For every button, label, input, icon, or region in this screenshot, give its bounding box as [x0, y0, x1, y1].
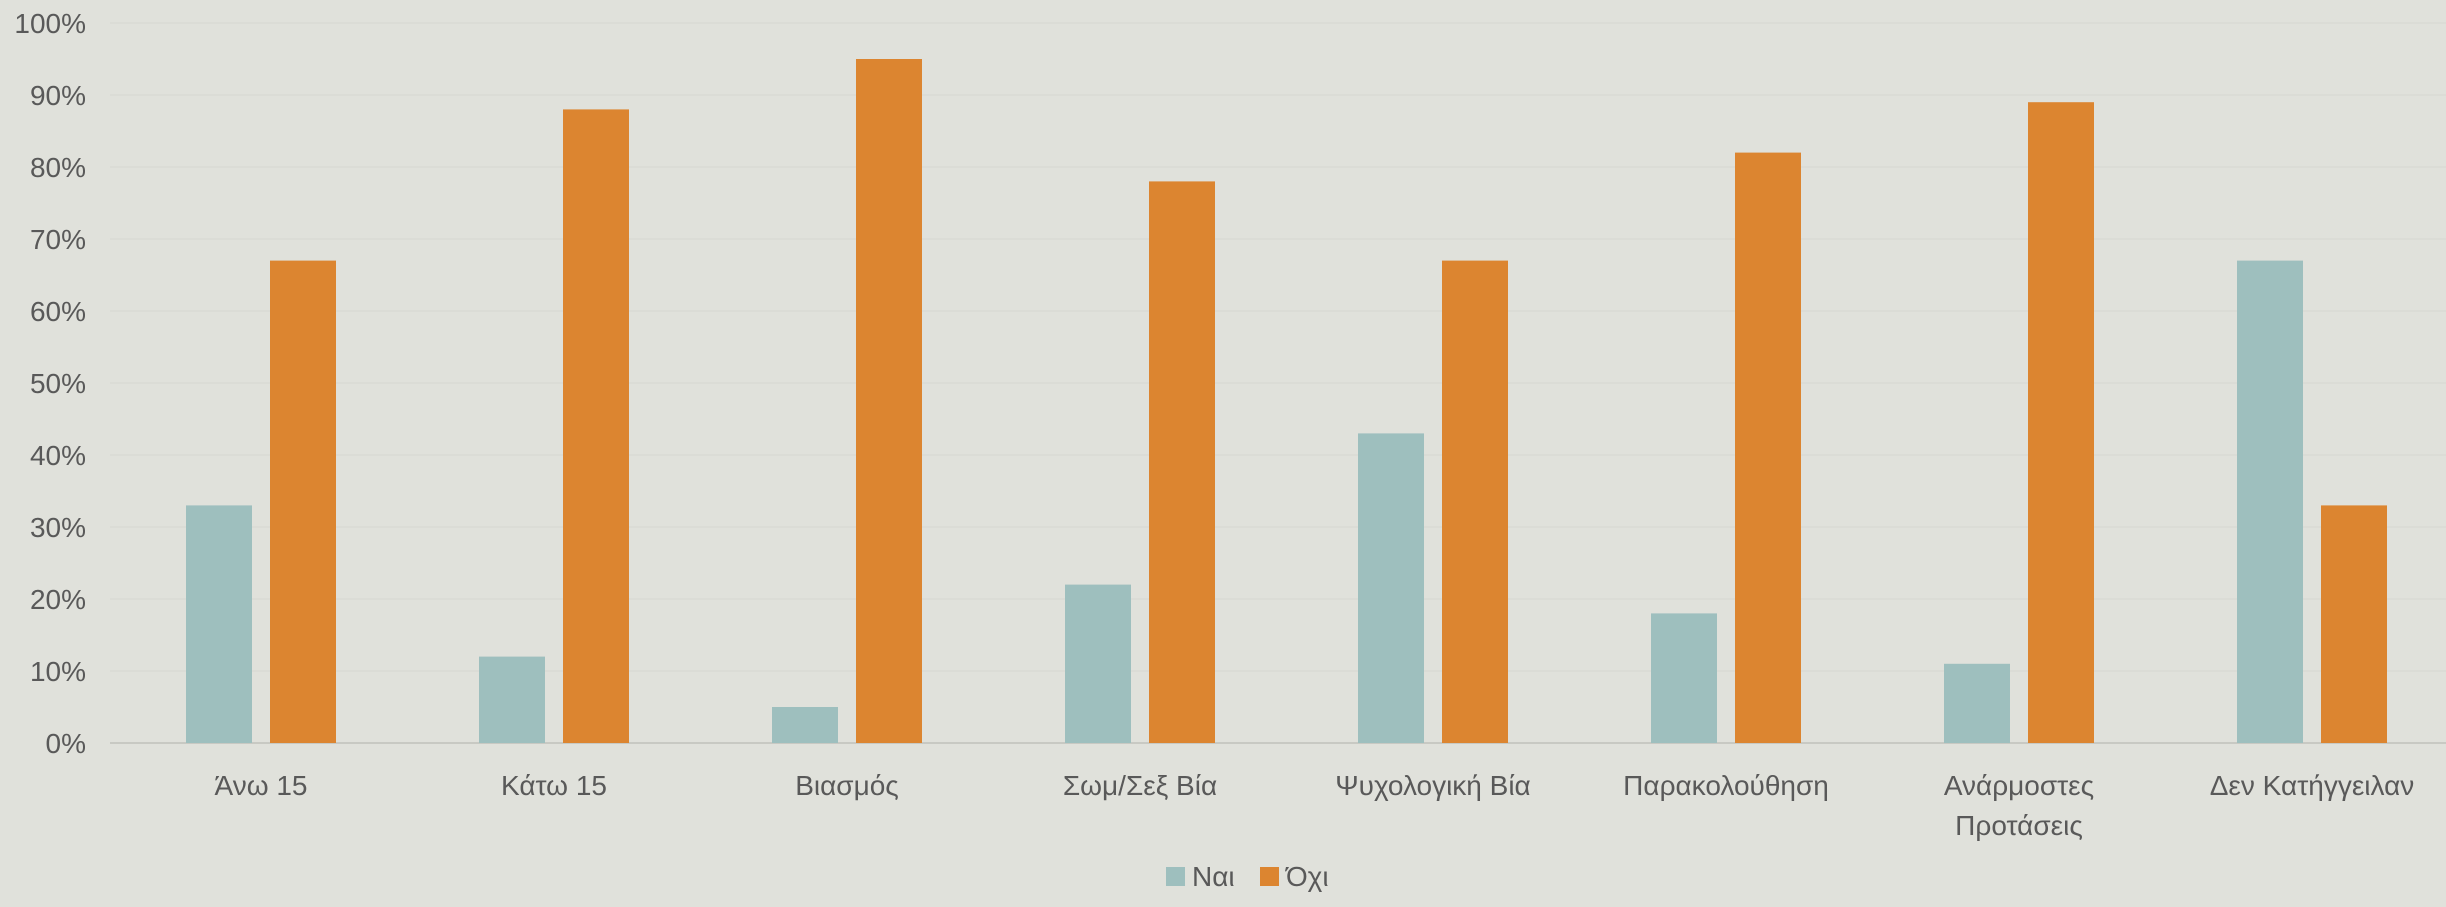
bar-nai: [1944, 663, 2010, 743]
x-tick-label: Σωμ/Σεξ Βία: [1063, 770, 1217, 801]
x-tick-label: Ανάρμοστες Προτάσεις: [1944, 770, 2094, 841]
bar-nai: [772, 707, 838, 743]
y-axis: 0% 10% 20% 30% 40% 50% 60% 70% 80% 90% 100%: [14, 8, 86, 759]
x-axis: Άνω 15 Κάτω 15 Βιασμός Σωμ/Σεξ Βία Ψυχολογικ…: [215, 770, 2415, 841]
y-tick-label: 20%: [30, 584, 86, 615]
legend-label: Ναι: [1192, 861, 1235, 892]
x-tick-label: Δεν Κατήγγειλαν: [2210, 770, 2415, 801]
bar-nai: [1358, 433, 1424, 743]
bars: [186, 59, 2387, 744]
y-tick-label: 50%: [30, 368, 86, 399]
bar-ochi: [1442, 260, 1508, 743]
legend-swatch: [1260, 867, 1279, 886]
y-tick-label: 90%: [30, 80, 86, 111]
x-tick-label: Κάτω 15: [501, 770, 607, 801]
x-tick-label: Άνω 15: [215, 770, 308, 801]
gridlines: [110, 22, 2446, 744]
bar-ochi: [1149, 181, 1215, 743]
bar-ochi: [2028, 102, 2094, 743]
bar-nai: [186, 505, 252, 743]
bar-nai: [1651, 613, 1717, 743]
y-tick-label: 80%: [30, 152, 86, 183]
y-tick-label: 10%: [30, 656, 86, 687]
legend-swatch: [1166, 867, 1185, 886]
y-tick-label: 70%: [30, 224, 86, 255]
bar-ochi: [563, 109, 629, 743]
x-tick-label: Βιασμός: [795, 770, 899, 801]
y-tick-label: 0%: [46, 728, 86, 759]
y-tick-label: 60%: [30, 296, 86, 327]
bar-ochi: [856, 59, 922, 743]
bar-ochi: [1735, 152, 1801, 744]
bar-ochi: [270, 260, 336, 743]
bar-nai: [479, 656, 545, 743]
x-tick-label: Παρακολούθηση: [1623, 770, 1829, 801]
y-tick-label: 30%: [30, 512, 86, 543]
bar-nai: [1065, 584, 1131, 743]
legend: Ναι Όχι: [1166, 861, 1329, 892]
legend-label: Όχι: [1285, 861, 1329, 892]
bar-ochi: [2321, 505, 2387, 743]
bar-nai: [2237, 260, 2303, 743]
y-tick-label: 100%: [14, 8, 86, 39]
x-tick-label: Ψυχολογική Βία: [1335, 770, 1531, 801]
y-tick-label: 40%: [30, 440, 86, 471]
